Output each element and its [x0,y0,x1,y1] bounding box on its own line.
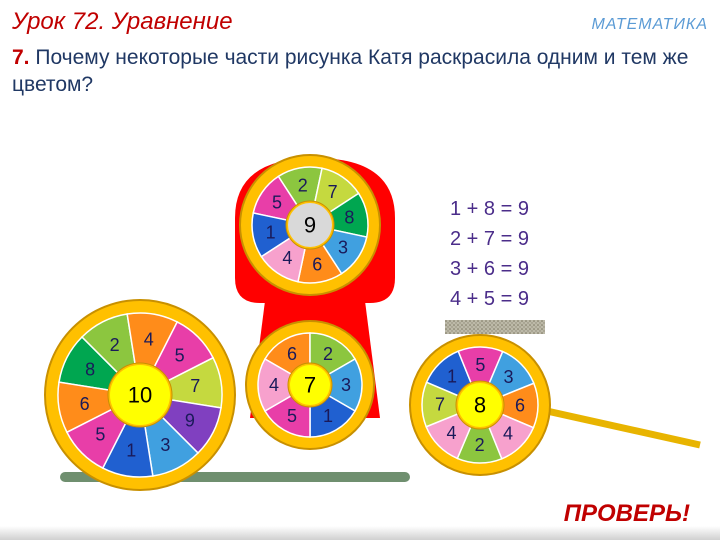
segment-label: 6 [312,254,322,274]
segment-label: 2 [110,335,120,355]
wheel-center-label: 7 [304,373,316,398]
question-number: 7. [12,46,30,69]
segment-label: 5 [175,345,185,365]
segment-label: 9 [185,410,195,430]
segment-label: 4 [144,330,154,350]
segment-label: 6 [515,395,525,415]
segment-label: 6 [80,394,90,414]
segment-label: 4 [282,248,292,268]
title-bar: Урок 72. Уравнение МАТЕМАТИКА [12,8,708,36]
segment-label: 5 [287,406,297,426]
segment-label: 4 [503,424,513,444]
equation-row: 4 + 5 = 9 [450,284,529,314]
segment-label: 1 [447,366,457,386]
wheel-7: 6 231 54 7 [243,318,377,452]
subject-label: МАТЕМАТИКА [591,16,708,34]
equation-row: 3 + 6 = 9 [450,254,529,284]
segment-label: 7 [190,376,200,396]
segment-label: 1 [323,406,333,426]
question-body: Почему некоторые части рисунка Катя раск… [12,46,688,96]
segment-label: 2 [475,435,485,455]
segment-label: 2 [298,176,308,196]
wheel-center-label: 10 [128,383,152,408]
segment-label: 5 [475,355,485,375]
segment-label: 8 [85,360,95,380]
wheel-center-label: 9 [304,213,316,238]
segment-label: 3 [341,375,351,395]
segment-label: 4 [446,423,456,443]
segment-label: 7 [328,182,338,202]
wheel-8: 153642478 [407,332,553,478]
equation-row: 1 + 8 = 9 [450,194,529,224]
equations-list: 1 + 8 = 9 2 + 7 = 9 3 + 6 = 9 4 + 5 = 9 [450,194,529,314]
wheel-9: 5278 3641 9 [237,152,383,298]
footer-gradient [0,526,720,540]
segment-label: 5 [272,192,282,212]
segment-label: 2 [323,344,333,364]
segment-label: 7 [435,395,445,415]
equation-row: 2 + 7 = 9 [450,224,529,254]
segment-label: 5 [95,425,105,445]
segment-label: 1 [126,440,136,460]
wheel-10: 824579315610 [42,297,238,493]
segment-label: 6 [287,344,297,364]
segment-label: 3 [160,435,170,455]
segment-label: 4 [269,375,279,395]
check-button[interactable]: ПРОВЕРЬ! [564,500,690,528]
wheel-center-label: 8 [474,393,486,418]
segment-label: 1 [266,222,276,242]
segment-label: 3 [338,238,348,258]
question-text: 7. Почему некоторые части рисунка Катя р… [12,44,700,99]
segment-label: 8 [344,208,354,228]
lesson-title: Урок 72. Уравнение [12,8,233,36]
segment-label: 3 [504,367,514,387]
